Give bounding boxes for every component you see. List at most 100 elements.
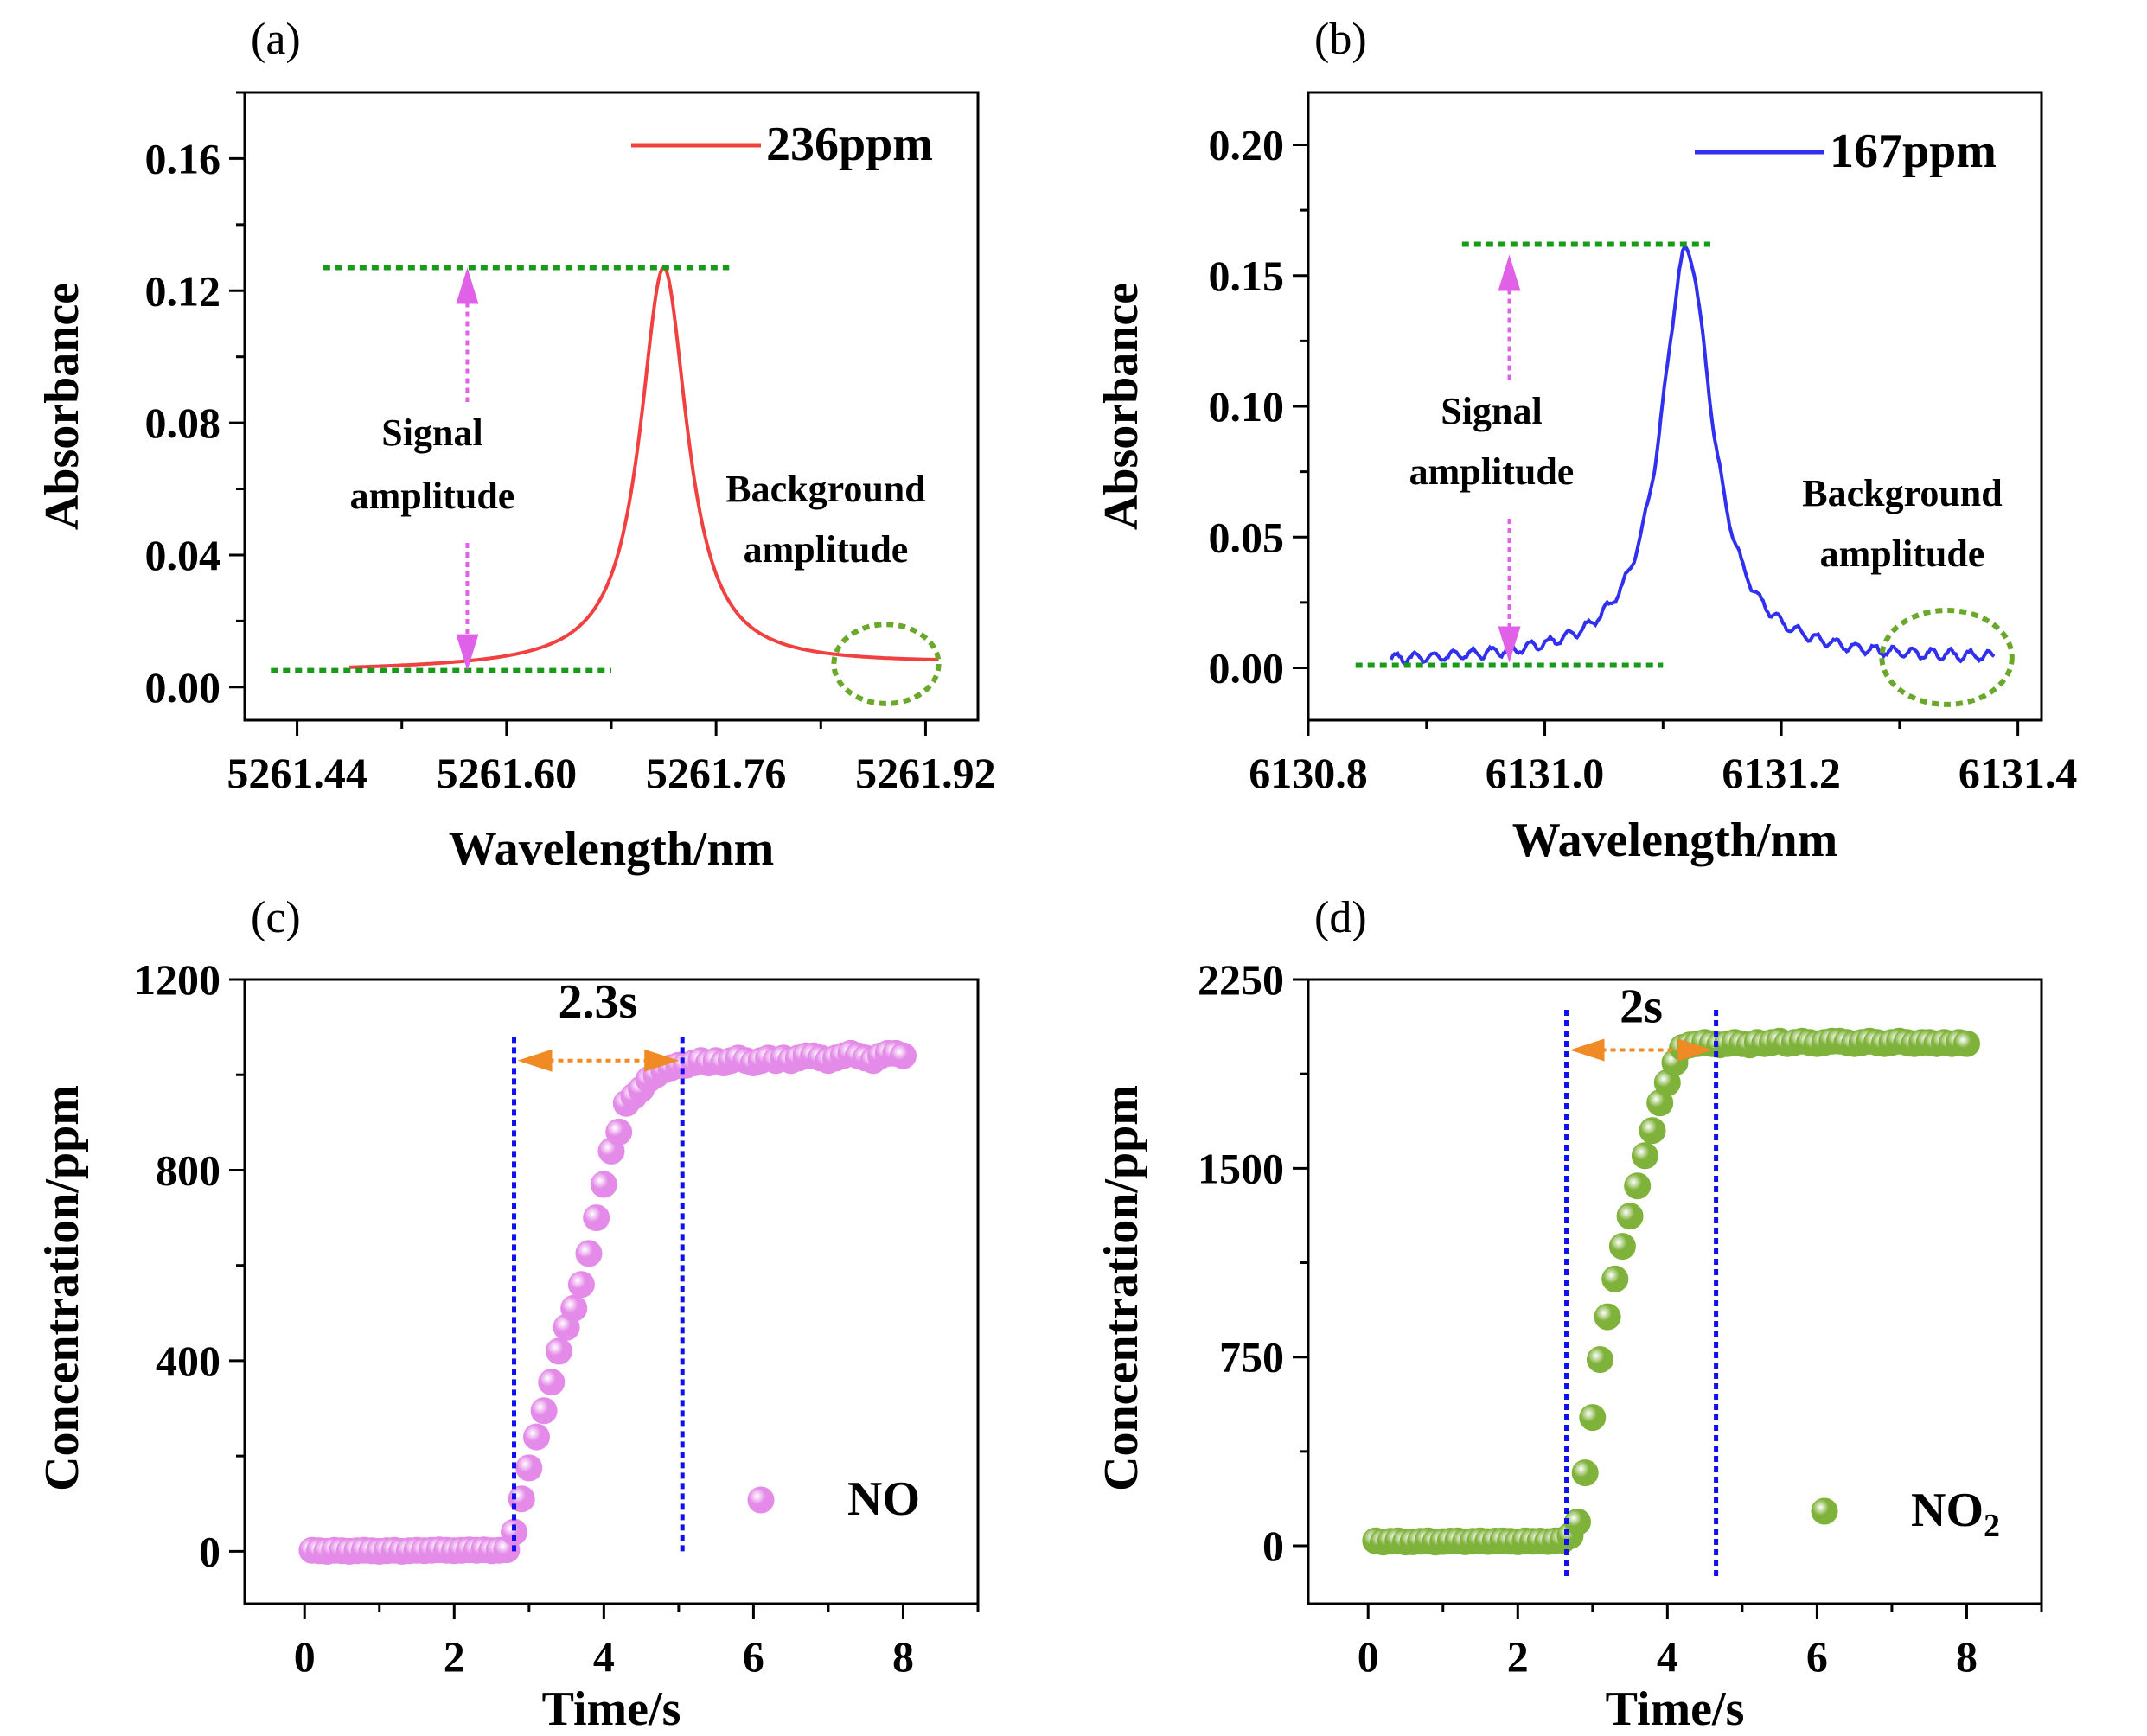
legend-label: NO	[847, 1472, 920, 1526]
legend-label-subscript: 2	[1984, 1508, 2000, 1544]
response-time-label: 2.3s	[559, 975, 638, 1029]
x-tick-label: 6131.4	[1958, 749, 2078, 797]
data-point	[1594, 1303, 1621, 1331]
data-point	[1639, 1117, 1666, 1145]
data-point	[545, 1337, 572, 1365]
signal-arrow-head-down	[1498, 626, 1521, 663]
y-tick-label: 0.00	[1209, 644, 1285, 692]
panel-c: (c) 0 2 4 6 8 0 400 800 1200 Time/s Concentration/p…	[35, 893, 980, 1736]
panel-b: (b) 6130.8 6131.0 6131.2 6131.4 0.00 0.05 0.10 0…	[1095, 15, 2077, 867]
y-axis-title: Concentration/ppm	[1095, 1085, 1148, 1491]
y-axis-title: Absorbance	[35, 283, 89, 530]
x-tick-label: 2	[1507, 1632, 1529, 1681]
background-ellipse	[831, 622, 942, 706]
signal-label-line2: amplitude	[350, 475, 515, 517]
data-point	[575, 1240, 603, 1267]
x-tick-label: 4	[593, 1632, 615, 1681]
x-tick-label: 6	[743, 1632, 764, 1681]
data-point	[1631, 1142, 1658, 1170]
y-tick-label: 0.05	[1209, 513, 1285, 561]
x-axis-title: Wavelength/nm	[1512, 814, 1837, 867]
data-point	[1587, 1346, 1613, 1374]
data-point	[523, 1423, 550, 1451]
x-tick-label: 5261.60	[437, 749, 578, 797]
data-point	[1953, 1030, 1980, 1057]
y-tick-label: 0.15	[1209, 252, 1285, 300]
x-tick-label: 8	[892, 1632, 914, 1681]
legend-label-text: NO	[1911, 1484, 1984, 1537]
data-point	[538, 1369, 566, 1396]
legend-label-text: NO	[847, 1472, 920, 1526]
y-tick-label: 0.10	[1209, 382, 1285, 431]
y-axis-title: Concentration/ppm	[35, 1085, 89, 1491]
data-point	[1601, 1265, 1629, 1292]
background-label-line2: amplitude	[744, 528, 909, 571]
x-axis-title: Time/s	[542, 1682, 681, 1736]
x-tick-label: 6131.0	[1486, 749, 1605, 797]
y-tick-label: 0.12	[145, 266, 221, 315]
signal-arrow-head-down	[456, 634, 479, 671]
x-tick-label: 5261.76	[646, 749, 787, 797]
x-tick-label: 5261.44	[227, 749, 367, 797]
y-axis-title: Absorbance	[1095, 283, 1148, 530]
plot-frame	[1307, 978, 2043, 1605]
x-tick-label: 6130.8	[1249, 749, 1368, 797]
data-point	[567, 1271, 595, 1299]
y-tick-label: 0.00	[145, 663, 221, 712]
data-point	[583, 1204, 610, 1232]
signal-arrow-head-up	[456, 267, 479, 304]
y-tick-label: 0.08	[145, 399, 221, 447]
spectrum-line	[348, 265, 939, 669]
y-tick-label: 0	[199, 1527, 220, 1575]
x-tick-label: 5261.92	[855, 749, 996, 797]
x-tick-label: 6	[1806, 1632, 1828, 1681]
x-axis-title: Wavelength/nm	[449, 822, 774, 876]
response-arrow-head-left	[517, 1049, 553, 1072]
data-point	[1571, 1459, 1599, 1487]
legend-label: 167ppm	[1830, 124, 1997, 178]
signal-label-line1: Signal	[381, 412, 482, 454]
data-point	[1608, 1233, 1636, 1261]
data-point	[560, 1294, 588, 1322]
y-tick-label: 750	[1219, 1333, 1284, 1382]
data-point	[501, 1518, 527, 1546]
data-point	[1579, 1404, 1607, 1432]
y-tick-label: 1500	[1198, 1144, 1284, 1192]
signal-label-line1: Signal	[1441, 390, 1542, 432]
data-point	[1624, 1172, 1652, 1200]
data-point	[590, 1171, 617, 1198]
x-tick-label: 4	[1657, 1632, 1678, 1681]
y-tick-label: 1200	[134, 955, 220, 1004]
response-arrow-head-right	[1677, 1038, 1713, 1062]
x-tick-label: 0	[1358, 1632, 1379, 1681]
data-point	[890, 1042, 917, 1069]
y-tick-label: 0.20	[1209, 121, 1285, 169]
x-axis-title: Time/s	[1606, 1682, 1745, 1736]
plot-frame	[243, 978, 980, 1605]
legend-marker	[747, 1486, 775, 1514]
data-point	[515, 1454, 543, 1482]
response-arrow-head-right	[644, 1049, 680, 1072]
y-tick-label: 800	[156, 1146, 220, 1194]
y-tick-label: 0	[1262, 1522, 1284, 1570]
spectrum-line	[1389, 246, 1996, 666]
panel-d: (d) 0 2 4 6 8 0 750 1500 2250 Time/s Concentration/…	[1095, 893, 2043, 1736]
panel-a: (a) 5261.44 5261.60 5261.76 5261.92 0.00 0.04 0…	[35, 15, 996, 876]
y-tick-label: 2250	[1198, 955, 1284, 1004]
x-tick-label: 8	[1956, 1632, 1978, 1681]
data-point	[530, 1397, 558, 1425]
plot-frame	[1307, 91, 2043, 722]
data-point	[605, 1118, 633, 1146]
x-tick-label: 2	[444, 1632, 465, 1681]
background-label-line1: Background	[1802, 472, 2003, 514]
response-time-label: 2s	[1620, 980, 1663, 1033]
response-arrow-head-left	[1569, 1038, 1605, 1062]
y-tick-label: 400	[156, 1337, 220, 1385]
background-label-line2: amplitude	[1820, 533, 1985, 575]
y-tick-label: 0.16	[145, 134, 221, 182]
legend-label: 236ppm	[766, 118, 933, 171]
signal-label-line2: amplitude	[1409, 450, 1575, 493]
panel-label: (c)	[251, 893, 301, 942]
background-label-line1: Background	[725, 468, 926, 510]
